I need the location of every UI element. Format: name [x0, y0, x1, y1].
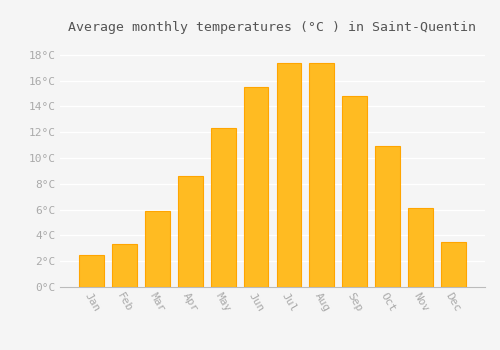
- Bar: [276, 63, 301, 287]
- Bar: [310, 63, 334, 287]
- Bar: [441, 242, 466, 287]
- Title: Average monthly temperatures (°C ) in Saint-Quentin: Average monthly temperatures (°C ) in Sa…: [68, 21, 476, 34]
- Bar: [244, 87, 268, 287]
- Bar: [342, 96, 367, 287]
- Bar: [211, 128, 236, 287]
- Bar: [80, 255, 104, 287]
- Bar: [376, 146, 400, 287]
- Bar: [178, 176, 203, 287]
- Bar: [112, 244, 137, 287]
- Bar: [145, 211, 170, 287]
- Bar: [408, 208, 433, 287]
